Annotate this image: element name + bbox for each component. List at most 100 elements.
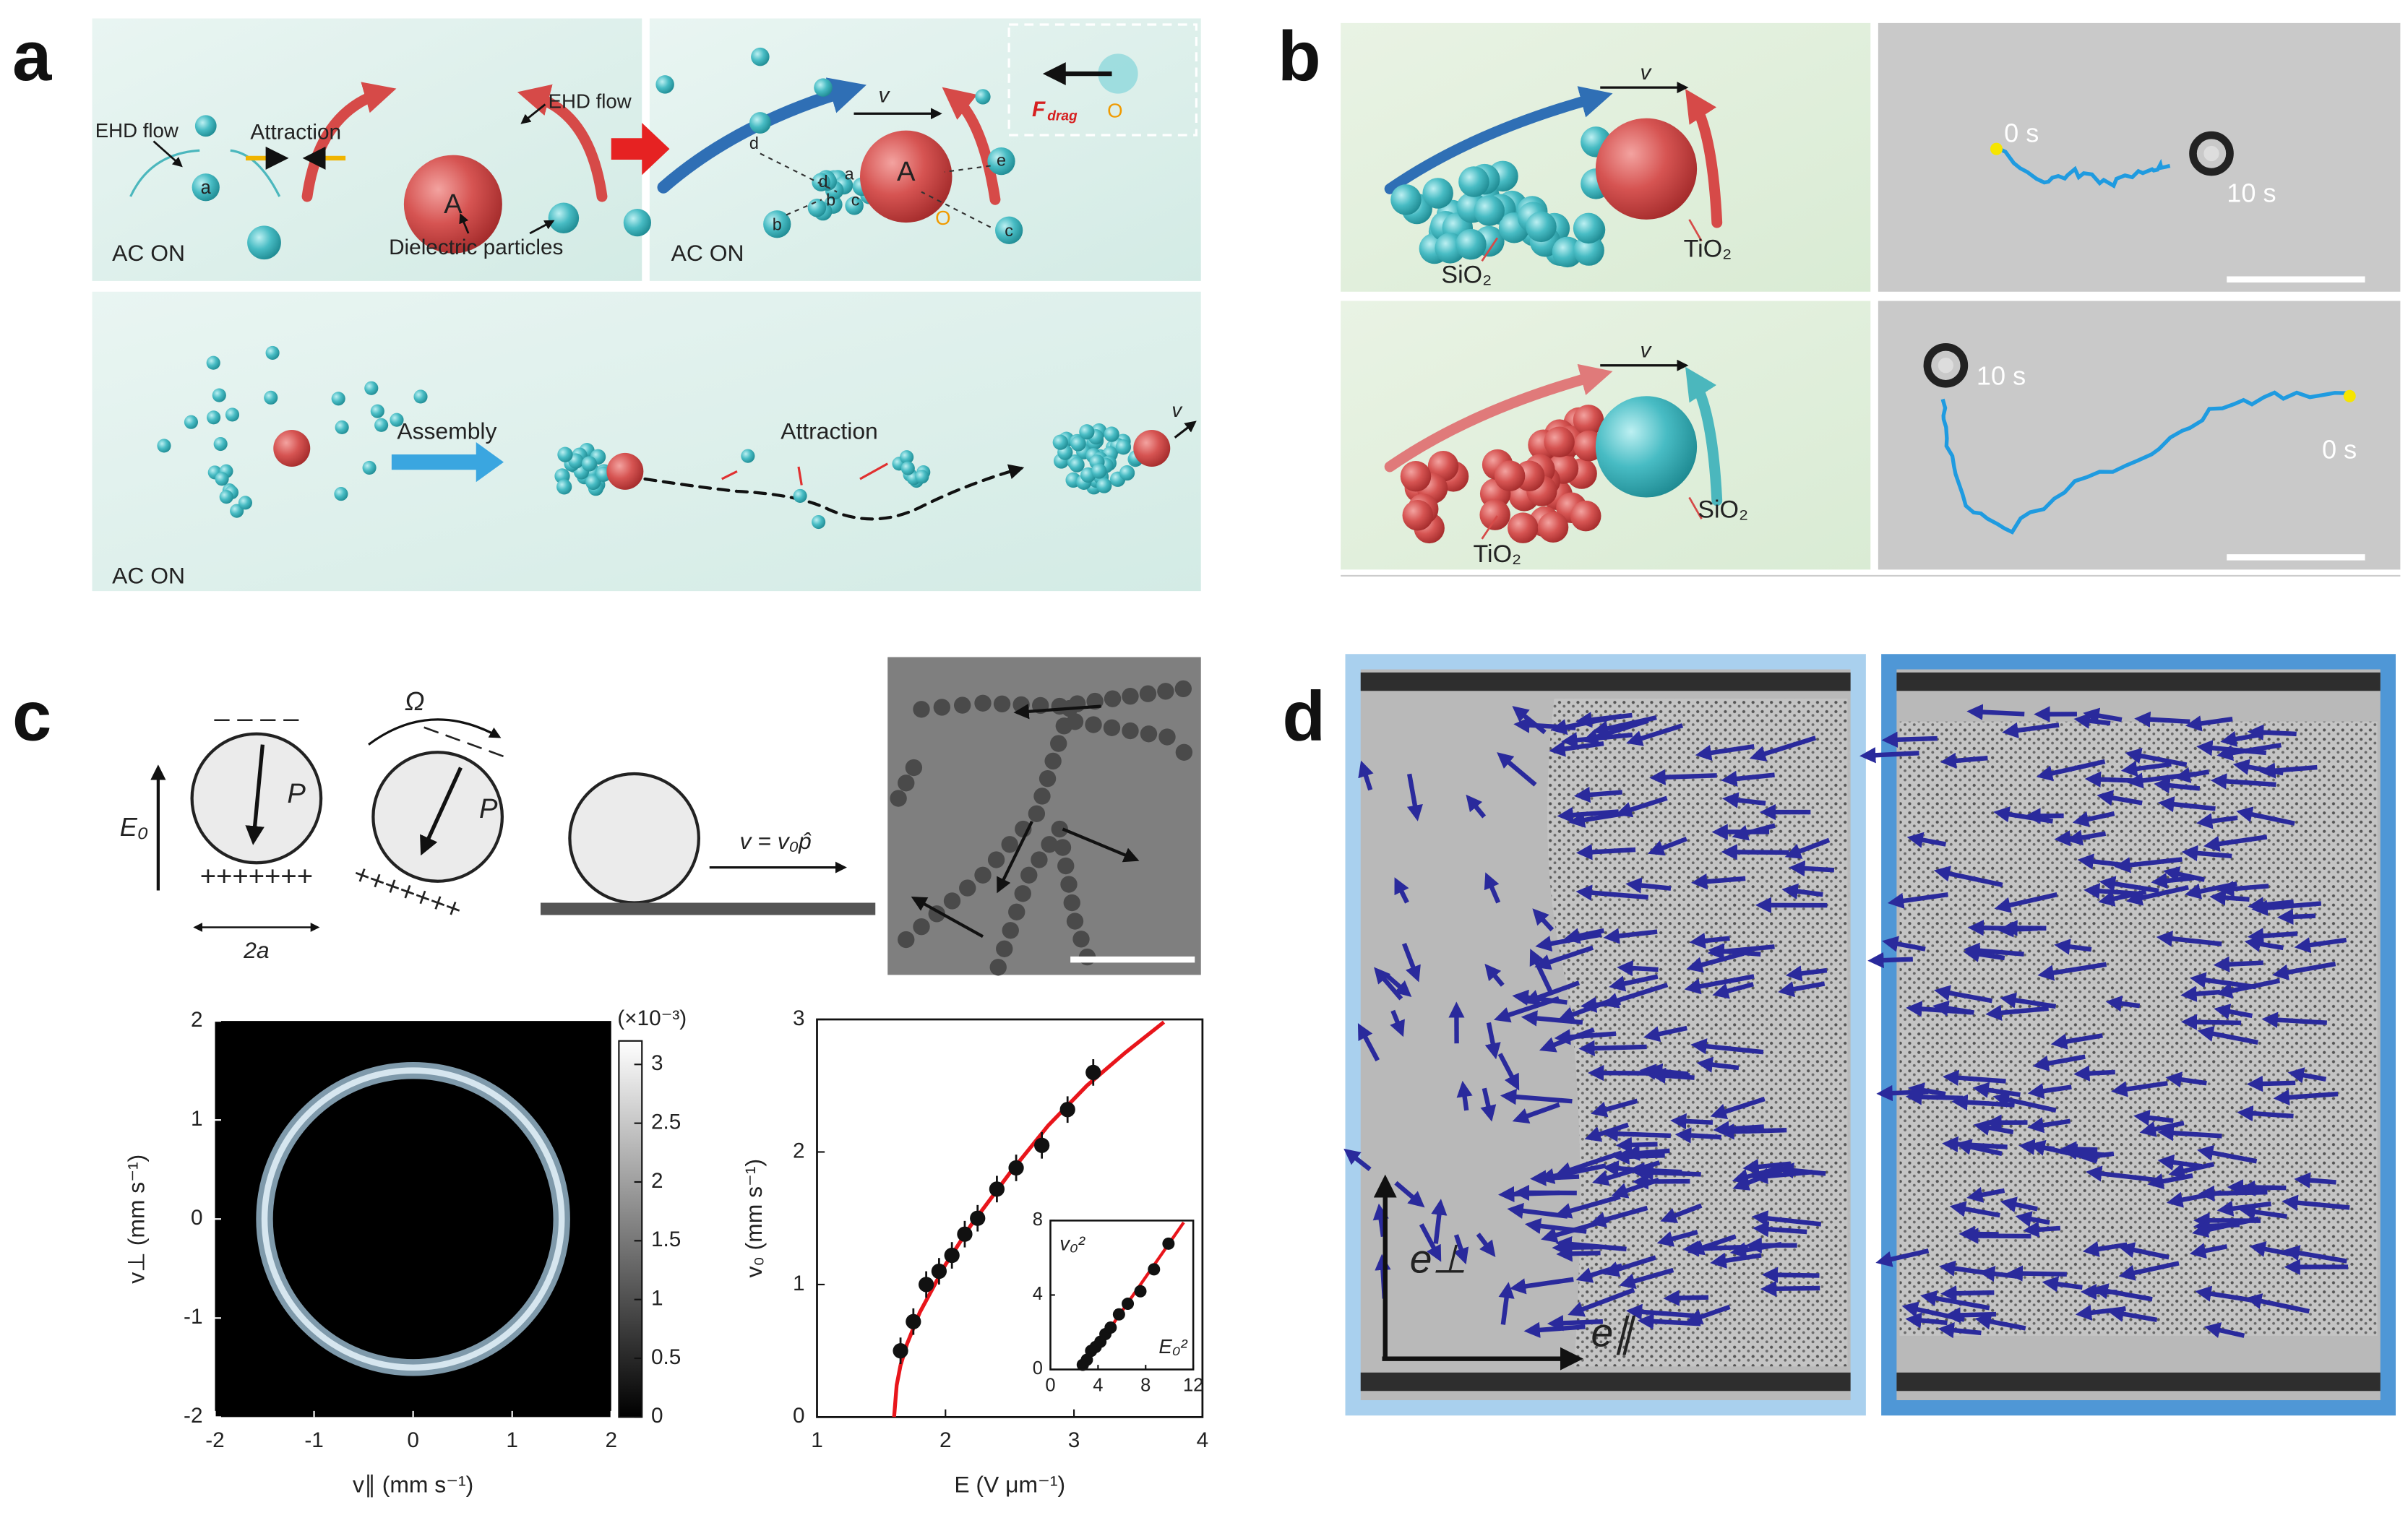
particle bbox=[192, 173, 220, 202]
velocity-vector bbox=[1690, 873, 1746, 890]
colorbar bbox=[618, 1040, 643, 1418]
y-tick-label: 0 bbox=[191, 1206, 203, 1230]
inset-x-tick-label: 4 bbox=[1093, 1376, 1103, 1396]
x-axis-label: E (V μm⁻¹) bbox=[954, 1471, 1065, 1497]
active-particle bbox=[860, 130, 953, 223]
velocity-vector bbox=[1973, 1119, 2014, 1136]
label: E₀ bbox=[120, 812, 148, 842]
velocity-vector bbox=[1637, 1313, 1701, 1330]
velocity-vector bbox=[2158, 796, 2216, 813]
particle-label: d bbox=[819, 172, 828, 191]
velocity-vector bbox=[1942, 1136, 2008, 1152]
wall bbox=[1896, 1372, 2381, 1392]
label: Attraction bbox=[781, 418, 878, 444]
velocity-vector bbox=[1456, 1080, 1473, 1111]
velocity-vector bbox=[2060, 1144, 2106, 1160]
velocity-arrow bbox=[1174, 420, 1197, 439]
velocity-vector bbox=[1512, 989, 1568, 1006]
velocity-vector bbox=[1712, 982, 1755, 999]
inset-frame bbox=[1007, 23, 1197, 137]
velocity-vector bbox=[1552, 1239, 1602, 1256]
velocity-vector bbox=[1534, 945, 1594, 970]
velocity-vector bbox=[1949, 1201, 2000, 1218]
velocity-vector bbox=[1581, 718, 1649, 745]
panel-box bbox=[92, 18, 642, 281]
velocity-vector bbox=[1557, 806, 1619, 824]
velocity-vector bbox=[1689, 933, 1730, 949]
velocity-vector bbox=[2283, 1245, 2347, 1264]
particle-label: c bbox=[1005, 221, 1013, 240]
label: P bbox=[287, 778, 306, 809]
inset-x-tick-label: 0 bbox=[1045, 1376, 1055, 1396]
colloid bbox=[1041, 836, 1058, 853]
velocity-vector bbox=[2294, 937, 2347, 954]
active-particle bbox=[273, 430, 311, 467]
velocity-vector bbox=[1732, 1165, 1788, 1191]
inset-point bbox=[1162, 1237, 1175, 1250]
velocity-vector bbox=[1906, 832, 1947, 848]
velocity-vector bbox=[1529, 949, 1553, 993]
velocity-vector bbox=[1609, 974, 1659, 992]
colloid bbox=[1050, 735, 1067, 752]
inset-x-tick-label: 12 bbox=[1183, 1376, 1203, 1396]
velocity-vector bbox=[2180, 985, 2221, 1002]
velocity-vector bbox=[1568, 810, 1633, 828]
velocity-vector bbox=[2027, 1083, 2072, 1100]
velocity-vector bbox=[1554, 1029, 1617, 1045]
colloid bbox=[974, 866, 992, 884]
velocity-vector bbox=[2037, 962, 2107, 981]
data-point bbox=[931, 1263, 947, 1280]
scattered-particle bbox=[213, 436, 228, 452]
velocity-vector bbox=[1466, 794, 1487, 819]
colloid bbox=[913, 918, 930, 936]
velocity-vector bbox=[1374, 967, 1403, 1001]
velocity-vector bbox=[1372, 1203, 1389, 1238]
particle bbox=[655, 75, 674, 94]
velocity-vector bbox=[2237, 1105, 2294, 1122]
scattered-particle bbox=[157, 439, 171, 453]
velocity-vector bbox=[1484, 963, 1505, 987]
velocity-vector bbox=[2077, 853, 2122, 870]
velocity-vector bbox=[2114, 857, 2183, 873]
particle-image bbox=[1923, 342, 1969, 388]
velocity-vector bbox=[2125, 885, 2189, 906]
velocity-vector bbox=[1875, 1248, 1930, 1267]
colloid bbox=[1051, 820, 1068, 838]
velocity-vector bbox=[1394, 1181, 1425, 1208]
colloid bbox=[1140, 725, 1158, 743]
colloid bbox=[1001, 836, 1018, 853]
cluster-particle bbox=[900, 461, 915, 475]
colorbar-label: (×10⁻³) bbox=[617, 1006, 687, 1030]
pointer bbox=[1481, 237, 1499, 262]
colloid bbox=[1014, 885, 1031, 902]
velocity-vector bbox=[2168, 1162, 2215, 1179]
velocity-vector bbox=[1751, 1210, 1822, 1227]
dashed-pointer bbox=[944, 165, 991, 173]
pointer bbox=[1481, 515, 1499, 540]
colloid bbox=[953, 696, 971, 714]
velocity-vector bbox=[2118, 1261, 2180, 1281]
ehd-flow-arrow bbox=[301, 82, 397, 202]
direction-arrow bbox=[1062, 827, 1140, 863]
velocity-vector bbox=[2157, 1154, 2203, 1170]
dashed-pointer bbox=[921, 191, 992, 228]
particle bbox=[548, 202, 580, 233]
colorbar-tick-label: 0 bbox=[651, 1404, 663, 1428]
velocity-vector bbox=[1992, 1092, 2057, 1113]
label: v bbox=[1641, 338, 1653, 362]
label: AC ON bbox=[112, 240, 185, 266]
velocity-vector bbox=[1613, 1148, 1665, 1165]
y-tick-label: 1 bbox=[793, 1272, 805, 1295]
velocity-vector bbox=[1512, 1102, 1560, 1124]
label: Assembly bbox=[397, 418, 496, 444]
scattered-particle bbox=[225, 407, 240, 422]
velocity-vector bbox=[1556, 1246, 1601, 1262]
trajectory bbox=[1994, 144, 2171, 189]
velocity-vector bbox=[1343, 1148, 1372, 1172]
polarization-arrow bbox=[245, 744, 265, 845]
velocity-vector bbox=[1942, 1069, 2006, 1086]
wall bbox=[1360, 672, 1851, 691]
cluster-particle bbox=[1570, 500, 1601, 532]
cluster-particle bbox=[1455, 228, 1487, 260]
